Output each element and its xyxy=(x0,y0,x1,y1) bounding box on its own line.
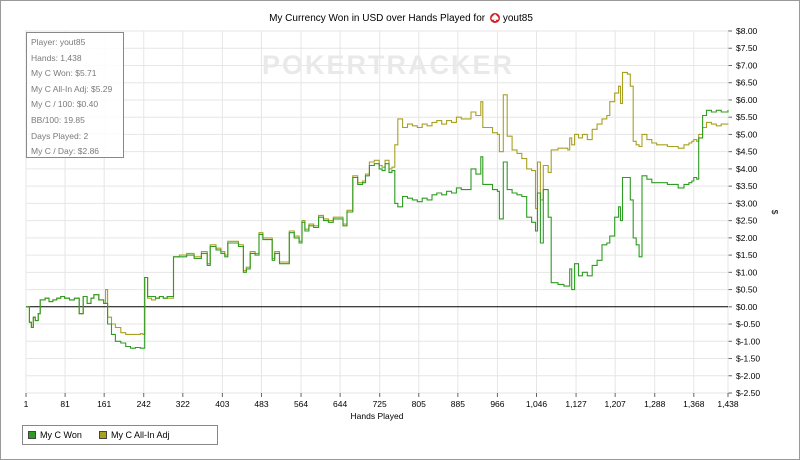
x-tick-label: 885 xyxy=(451,399,465,409)
y-tick-label: $7.50 xyxy=(736,43,758,53)
legend-item-allin: My C All-In Adj xyxy=(99,430,170,440)
pokertracker-watermark: POKERTRACKER xyxy=(262,50,515,80)
x-tick-label: 644 xyxy=(333,399,347,409)
legend-item-won: My C Won xyxy=(28,430,82,440)
x-tick-label: 403 xyxy=(215,399,229,409)
poker-spade-icon xyxy=(489,12,501,23)
y-tick-label: $2.00 xyxy=(736,233,758,243)
y-tick-label: $1.50 xyxy=(736,250,758,260)
x-tick-label: 1,288 xyxy=(644,399,666,409)
title-player: yout85 xyxy=(502,13,533,24)
y-tick-label: $5.00 xyxy=(736,129,758,139)
x-tick-label: 725 xyxy=(373,399,387,409)
x-tick-label: 966 xyxy=(490,399,504,409)
y-tick-label: $-1.00 xyxy=(736,336,760,346)
legend-swatch-allin xyxy=(99,431,107,439)
stat-bb100: BB/100: 19.85 xyxy=(31,114,85,125)
x-tick-label: 1 xyxy=(24,399,29,409)
series-line-allin xyxy=(26,71,729,335)
y-tick-label: $3.00 xyxy=(736,198,758,208)
x-tick-label: 161 xyxy=(97,399,111,409)
y-tick-label: $7.00 xyxy=(736,60,758,70)
y-tick-label: $6.50 xyxy=(736,78,758,88)
y-tick-label: $-0.50 xyxy=(736,319,760,329)
y-tick-label: $-2.50 xyxy=(736,388,760,398)
legend-label-won: My C Won xyxy=(40,430,82,440)
y-tick-label: $0.50 xyxy=(736,285,758,295)
y-tick-label: $3.50 xyxy=(736,181,758,191)
stat-player: Player: yout85 xyxy=(31,37,86,47)
chart-title: My Currency Won in USD over Hands Played… xyxy=(1,12,800,24)
x-tick-label: 1,127 xyxy=(565,399,587,409)
y-tick-label: $-1.50 xyxy=(736,354,760,364)
title-text: My Currency Won in USD over Hands Played… xyxy=(269,13,486,24)
x-tick-label: 564 xyxy=(294,399,308,409)
x-tick-label: 1,046 xyxy=(526,399,548,409)
y-tick-label: $0.00 xyxy=(736,302,758,312)
y-tick-label: $1.00 xyxy=(736,267,758,277)
x-tick-label: 242 xyxy=(137,399,151,409)
x-tick-label: 1,207 xyxy=(605,399,627,409)
x-tick-label: 322 xyxy=(176,399,190,409)
y-tick-label: $6.00 xyxy=(736,95,758,105)
x-axis-label: Hands Played xyxy=(351,411,404,421)
x-tick-label: 483 xyxy=(254,399,268,409)
chart-legend: My C Won My C All-In Adj xyxy=(22,425,218,445)
x-tick-label: 805 xyxy=(412,399,426,409)
y-tick-label: $-2.00 xyxy=(736,371,760,381)
stat-days: Days Played: 2 xyxy=(31,130,89,141)
y-tick-label: $4.50 xyxy=(736,147,758,157)
legend-swatch-won xyxy=(28,431,36,439)
series-line-won xyxy=(26,109,729,349)
stat-hands: Hands: 1,438 xyxy=(31,52,82,63)
stat-per100: My C / 100: $0.40 xyxy=(31,99,99,110)
stats-box: Player: yout85 Hands: 1,438 My C Won: $5… xyxy=(26,32,124,158)
x-tick-label: 1,368 xyxy=(683,399,705,409)
stat-perday: My C / Day: $2.86 xyxy=(31,146,100,157)
y-axis-label: $ xyxy=(770,210,780,215)
x-tick-label: 1,438 xyxy=(717,399,739,409)
y-tick-label: $2.50 xyxy=(736,216,758,226)
legend-label-allin: My C All-In Adj xyxy=(111,430,170,440)
y-tick-label: $8.00 xyxy=(736,26,758,36)
x-tick-label: 81 xyxy=(60,399,70,409)
y-tick-label: $5.50 xyxy=(736,112,758,122)
stat-allin: My C All-In Adj: $5.29 xyxy=(31,83,113,94)
stat-won: My C Won: $5.71 xyxy=(31,68,97,79)
y-tick-label: $4.00 xyxy=(736,164,758,174)
